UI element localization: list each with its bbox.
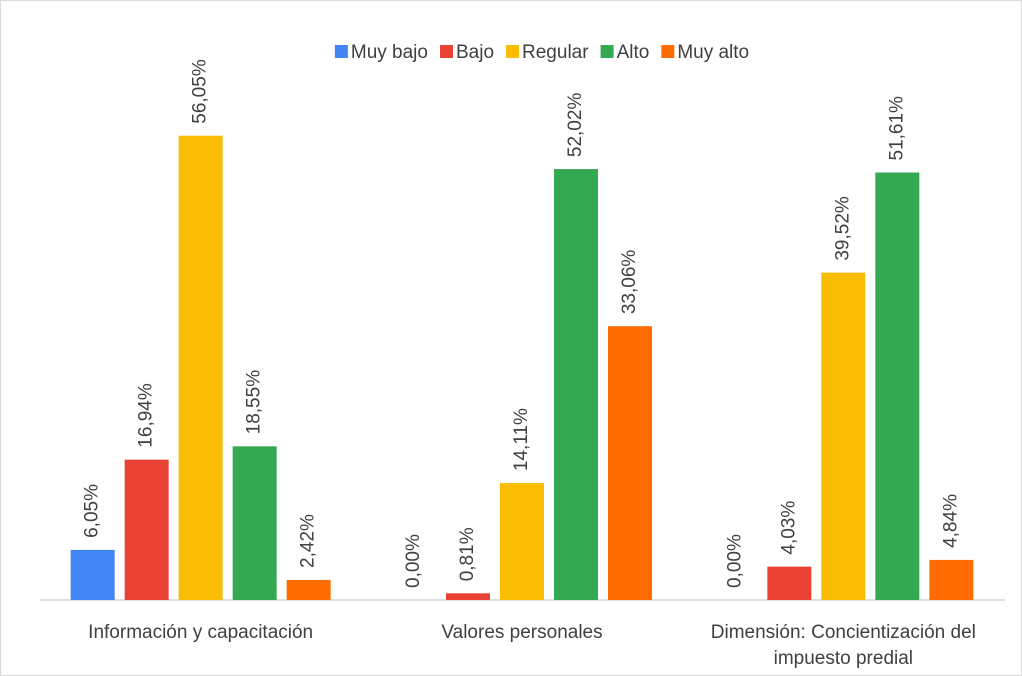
legend-swatch [506,45,520,58]
data-label: 18,55% [244,370,265,435]
bar [70,549,115,600]
legend-swatch [334,45,348,58]
legend-label: Bajo [456,42,494,63]
bar [821,272,866,600]
data-label: 4,03% [778,501,799,555]
bar [286,579,331,600]
bar [178,135,223,600]
legend-swatch [661,45,675,58]
x-tick-label: Información y capacitación [88,622,314,643]
x-tick-label: Dimensión: Concientización del impuesto … [710,622,976,669]
data-label: 51,61% [886,96,907,161]
bar [500,483,544,600]
legend-label: Alto [617,42,650,63]
bar [446,593,490,600]
legend-swatch [600,45,614,58]
bar [875,172,920,600]
bar [554,169,598,600]
bar [767,566,812,600]
data-label: 56,05% [190,59,211,124]
data-label: 0,81% [457,527,478,581]
data-label: 52,02% [565,93,586,158]
legend-label: Muy bajo [351,42,428,63]
data-label: 33,06% [619,250,640,315]
legend-label: Regular [522,42,589,63]
data-label: 39,52% [832,196,853,261]
data-label: 0,00% [724,534,745,588]
data-label: 16,94% [136,383,157,448]
data-label: 2,42% [298,514,319,568]
x-tick-label: Valores personales [441,622,603,643]
data-label: 4,84% [940,494,961,548]
data-label: 0,00% [403,534,424,588]
legend-swatch [439,45,453,58]
legend-label: Muy alto [677,42,749,63]
data-label: 6,05% [82,484,103,538]
bar [124,459,169,600]
bar [232,446,277,600]
bar [608,326,652,600]
bar [929,559,974,600]
data-label: 14,11% [511,408,532,471]
